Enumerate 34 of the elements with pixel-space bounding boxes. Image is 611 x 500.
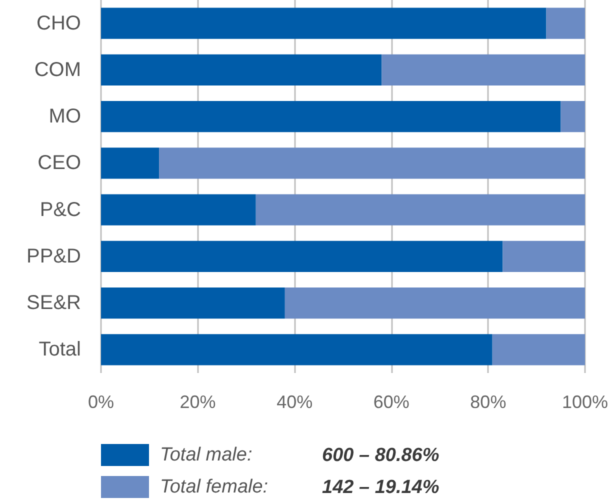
x-tick-label: 40% <box>276 392 313 412</box>
y-tick-label: Total <box>38 338 81 361</box>
bar <box>159 148 585 179</box>
y-tick-label: MO <box>48 106 81 128</box>
legend-label: Total male: <box>160 444 252 466</box>
bar <box>256 194 585 226</box>
y-tick-label: P&C <box>40 198 81 221</box>
bar <box>101 100 561 132</box>
bar <box>382 54 585 86</box>
y-tick-label: COM <box>34 58 81 81</box>
bar <box>101 148 160 179</box>
bar <box>101 54 382 86</box>
bar <box>284 287 585 319</box>
bar <box>101 287 285 319</box>
bar <box>101 194 256 226</box>
x-tick-label: 60% <box>373 392 410 412</box>
bar <box>101 334 492 366</box>
y-tick-label: PP&D <box>26 245 81 268</box>
x-tick-label: 20% <box>180 392 216 412</box>
bar <box>546 8 585 39</box>
y-tick-label: CHO <box>36 12 81 34</box>
x-tick-label: 0% <box>88 392 114 412</box>
text: 142 – 19.14% <box>322 477 440 498</box>
y-tick-label: CEO <box>38 152 81 174</box>
text: 600 – 80.86% <box>322 445 440 466</box>
bar <box>560 100 585 132</box>
x-tick-label: 100% <box>562 392 608 412</box>
legend-label: Total female: <box>160 476 268 498</box>
bar <box>101 240 503 272</box>
bar <box>502 240 585 272</box>
bar <box>492 334 585 366</box>
y-tick-label: SE&R <box>26 292 81 314</box>
bar <box>101 8 546 39</box>
x-tick-label: 80% <box>470 392 506 412</box>
